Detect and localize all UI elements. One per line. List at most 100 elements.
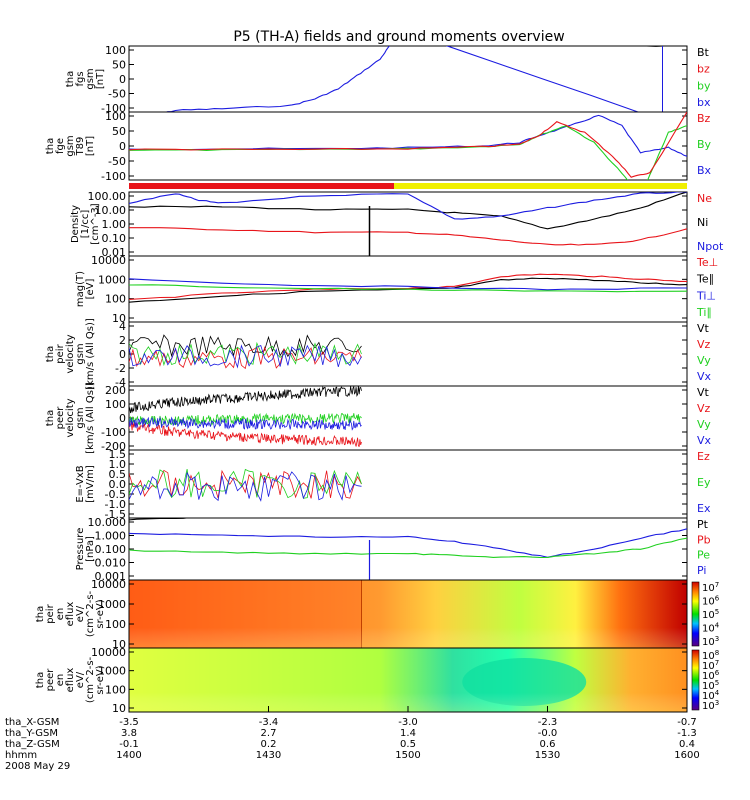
y-tick-label: 0 — [119, 73, 126, 86]
x-row-value: 2.7 — [261, 728, 277, 739]
colorbar-label: 105 — [702, 608, 719, 621]
y-tick-label: 50 — [112, 59, 126, 72]
series-line-Vz — [129, 421, 362, 448]
legend-density: Ne — [697, 192, 712, 205]
y-axis-label: gsm — [75, 407, 86, 428]
y-axis-label: tha — [35, 606, 46, 622]
legend-velocity: Vx — [697, 370, 712, 383]
legend-pressure: Pe — [697, 549, 710, 562]
y-tick-label: 2 — [119, 334, 126, 347]
y-axis-label: eflux — [65, 668, 76, 693]
colorbar-label: 103 — [702, 635, 719, 648]
colorbar-spec_peir — [691, 581, 700, 647]
y-axis-label: (cm^2-s- — [85, 656, 96, 703]
series-line-Pt — [129, 518, 215, 521]
y-axis-label: mag(T) — [75, 271, 86, 307]
series-line-Ti⊥ — [129, 278, 687, 291]
x-row-value: -0.1 — [119, 739, 139, 750]
y-tick-label: 10.000 — [88, 516, 127, 529]
x-row-value: 3.8 — [121, 728, 137, 739]
panel-frame — [128, 385, 688, 451]
y-axis-label: [km/s (All Qs)] — [85, 382, 96, 454]
legend-temp: Te⊥ — [696, 256, 718, 269]
y-axis-label: [mV/m] — [85, 465, 96, 503]
series-line-Pe — [129, 537, 687, 559]
series-line-Ne — [129, 227, 687, 246]
y-tick-label: -4 — [115, 376, 126, 389]
legend-velocity: Vt — [697, 322, 710, 335]
panel-frame — [128, 449, 688, 519]
y-axis-label: eflux — [65, 602, 76, 627]
legend-temp: Ti⊥ — [696, 289, 716, 302]
legend-temp: Te∥ — [696, 273, 714, 286]
legend-temp: Ti∥ — [696, 306, 712, 319]
y-tick-label: 10000 — [91, 254, 126, 267]
y-axis-label: en — [55, 674, 66, 687]
y-axis-label: [eV] — [85, 279, 96, 300]
y-axis-label: T89 — [75, 137, 86, 157]
legend-fgs: bz — [697, 63, 710, 76]
x-row-label: tha_Y-GSM — [5, 728, 58, 739]
y-axis-label: gsm — [85, 68, 96, 89]
series-line-Bz — [129, 112, 687, 178]
y-axis-label: sr-eV) — [95, 665, 106, 694]
y-tick-label: 1000 — [98, 665, 126, 678]
y-axis-label: eV/ — [75, 605, 86, 622]
legend-density: Ni — [697, 216, 708, 229]
y-tick-label: -100 — [101, 426, 126, 439]
x-row-value: 0.6 — [540, 739, 556, 750]
panel-efield: 1.51.00.50.0-0.5-1.0-1.5 E=-VxB [mV/m] Ez Ey… — [75, 448, 711, 521]
y-axis-label: velocity — [65, 334, 76, 373]
legend-velocity2: Vt — [697, 386, 710, 399]
y-axis-label: [nT] — [95, 69, 106, 89]
y-axis-label: tha — [35, 672, 46, 688]
panel-temp: 10000 1000 100 10 mag(T) [eV] Te⊥ Te∥ Ti⊥ Ti∥ — [75, 254, 718, 325]
x-row-value: 1430 — [256, 750, 281, 761]
series-line-Ti∥ — [129, 284, 687, 293]
y-tick-label: 1000 — [98, 273, 126, 286]
colorbar-label: 106 — [702, 595, 720, 608]
legend-velocity: Vy — [697, 354, 711, 367]
legend-fgs: by — [697, 79, 711, 92]
y-tick-label: 0 — [119, 140, 126, 153]
legend-density: Npot — [697, 240, 724, 253]
mode-bar-yellow — [394, 183, 687, 189]
y-axis-label: en — [55, 608, 66, 621]
y-tick-label: 100 — [105, 683, 126, 696]
y-axis-label: (cm^2-s- — [85, 590, 96, 637]
y-tick-label: 100 — [105, 110, 126, 123]
series-line-Vy — [129, 341, 362, 367]
legend-fge: By — [697, 138, 712, 151]
y-tick-label: 0.010 — [95, 557, 127, 570]
y-axis-label: Density — [70, 205, 81, 243]
y-tick-label: 1000 — [98, 598, 126, 611]
series-line-Pb — [129, 528, 687, 558]
series-line-Vt — [129, 334, 362, 358]
x-row-label: tha_X-GSM — [5, 717, 59, 728]
y-tick-label: 1.00 — [102, 218, 127, 231]
y-axis-label: sr-eV) — [95, 599, 106, 628]
y-tick-label: 100 — [105, 398, 126, 411]
series-line-Ex — [129, 471, 362, 502]
x-row-value: 1.4 — [400, 728, 416, 739]
y-tick-label: -1.0 — [105, 498, 126, 511]
y-tick-label: -50 — [108, 88, 126, 101]
y-tick-label: 0 — [119, 412, 126, 425]
colorbar-label: 107 — [702, 659, 719, 672]
legend-efield: Ez — [697, 450, 710, 463]
legend-efield: Ex — [697, 502, 711, 515]
y-tick-label: 10.00 — [95, 204, 127, 217]
legend-velocity: Vz — [697, 338, 711, 351]
panel-velocity: 420-2-4 tha peir velocity gsm [km/s (All Qs)]… — [45, 318, 712, 390]
x-row-value: -3.5 — [119, 717, 139, 728]
y-axis-label: gsm — [75, 343, 86, 364]
x-date-label: 2008 May 29 — [5, 761, 70, 772]
y-tick-label: -100 — [101, 170, 126, 183]
colorbar-spec_peer — [691, 649, 700, 711]
y-tick-label: 200 — [105, 384, 126, 397]
y-axis-label: peir — [55, 343, 66, 363]
y-axis-label: [nPa] — [85, 536, 96, 562]
